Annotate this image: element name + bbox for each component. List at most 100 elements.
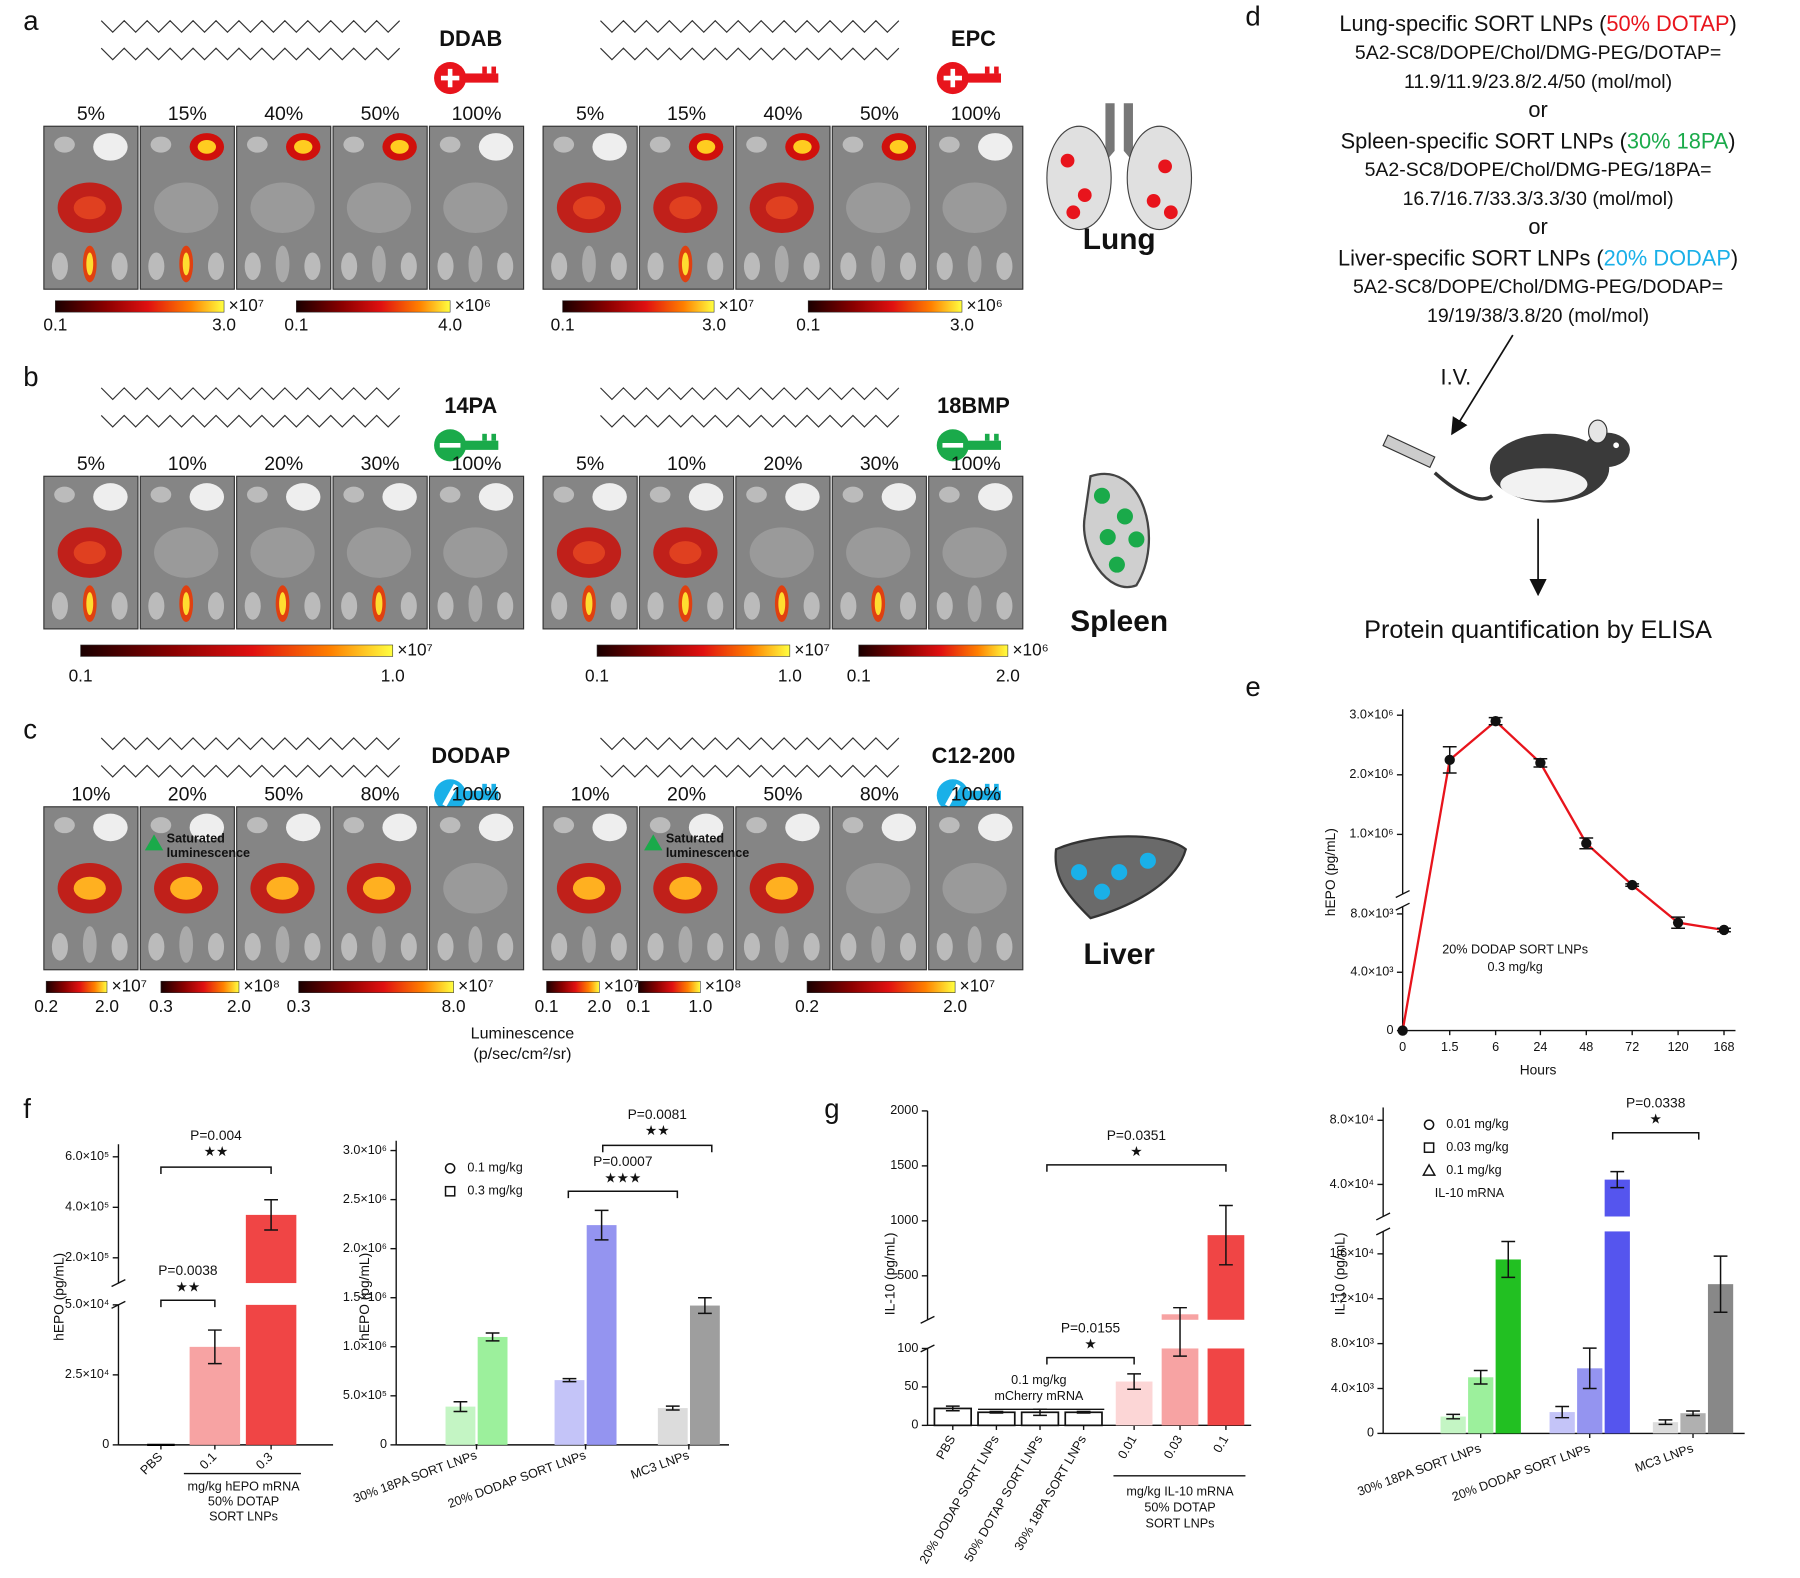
organ <box>51 933 68 961</box>
formulation-text: ) <box>1731 245 1738 270</box>
organ <box>939 486 960 503</box>
organ <box>967 585 982 623</box>
bar <box>1680 1413 1706 1434</box>
organ <box>900 252 917 281</box>
colorbar <box>160 980 240 993</box>
organ <box>400 592 417 620</box>
note: luminescence <box>167 846 250 860</box>
colorbar-max: 2.0 <box>996 666 1020 686</box>
injection-route: I.V. <box>1441 364 1472 389</box>
colorbar-unit: ×10⁷ <box>397 639 432 659</box>
point <box>1535 757 1546 769</box>
dose-label: 10% <box>667 453 706 475</box>
organ-dot <box>1128 531 1145 548</box>
bar <box>657 1408 688 1445</box>
p-value: P=0.004 <box>190 1128 242 1143</box>
error-bar <box>1219 1204 1233 1266</box>
organ <box>553 486 575 503</box>
organ <box>341 252 358 281</box>
organ <box>749 527 814 578</box>
formulation-text: ) <box>1728 128 1735 153</box>
organ-name: Lung <box>1083 223 1156 256</box>
lipid-name: 18BMP <box>937 393 1010 418</box>
colorbar <box>546 980 600 993</box>
y-tick-label: 500 <box>897 1268 918 1282</box>
colorbar-unit: ×10⁷ <box>229 295 264 315</box>
organ <box>478 483 514 511</box>
organ <box>707 252 724 281</box>
organ <box>443 182 508 233</box>
panel-letter: c <box>23 713 37 744</box>
organ <box>553 136 575 153</box>
error-bar <box>485 1332 500 1342</box>
organ <box>996 933 1013 961</box>
organ <box>382 483 417 511</box>
organ <box>688 483 724 511</box>
colorbar <box>638 980 701 993</box>
y-tick-label: 1.0×10⁶ <box>1349 827 1393 841</box>
organ <box>846 863 911 914</box>
colorbar <box>45 980 108 993</box>
y-tick-label: 2.0×10⁶ <box>1349 767 1393 781</box>
significance: ★ <box>1084 1337 1096 1352</box>
legend-label: 0.3 mg/kg <box>467 1184 522 1198</box>
lipid-structure <box>600 47 900 61</box>
organ <box>743 592 760 620</box>
organ <box>437 592 454 620</box>
error-bar <box>1446 1413 1461 1420</box>
bar <box>689 1305 720 1445</box>
colorbar-unit: ×10⁶ <box>967 295 1003 315</box>
error-bar <box>1127 1373 1142 1390</box>
mouse <box>1382 419 1630 503</box>
organ <box>551 933 568 961</box>
organ <box>207 252 225 281</box>
dose-label: 50% <box>763 783 802 805</box>
organ <box>341 933 358 961</box>
organ <box>246 817 268 834</box>
p-value: P=0.0338 <box>1626 1096 1686 1111</box>
organ <box>207 592 225 620</box>
y-tick-label: 8.0×10³ <box>1331 1336 1374 1350</box>
organ-signal <box>669 541 702 565</box>
luminescence-label: Luminescence <box>471 1024 575 1042</box>
panel-letter: d <box>1245 1 1260 32</box>
organ <box>275 926 290 963</box>
error-bar <box>264 1198 278 1231</box>
y-tick-label: 3.0×10⁶ <box>343 1143 387 1157</box>
organ <box>154 182 219 233</box>
axis-break-mark <box>1395 889 1410 911</box>
y-tick-label: 2.5×10⁴ <box>65 1367 109 1381</box>
organ-signal <box>73 541 106 565</box>
axis-break-mark <box>111 1278 126 1309</box>
key-symbol <box>442 783 458 807</box>
organ <box>610 933 627 961</box>
y-tick-label: 0 <box>1386 1023 1393 1037</box>
organ-illustration <box>1126 125 1193 231</box>
colorbar-min: 0.1 <box>626 996 650 1016</box>
organ <box>93 133 128 161</box>
y-tick-label: 0 <box>380 1437 387 1451</box>
organ <box>871 245 886 283</box>
panel-letter: e <box>1245 671 1260 702</box>
x-tick-label: 168 <box>1713 1040 1734 1054</box>
formulation-formula: 5A2-SC8/DOPE/Chol/DMG-PEG/18PA= <box>1365 159 1712 181</box>
y-tick-label: 1000 <box>890 1213 918 1227</box>
dose-label: 5% <box>77 453 105 475</box>
p-value: P=0.0038 <box>158 1263 218 1278</box>
note: IL-10 mRNA <box>1435 1186 1505 1200</box>
organ <box>746 486 767 503</box>
organ <box>582 245 596 283</box>
organ <box>286 483 321 511</box>
organ <box>842 486 864 503</box>
lipid-name: DODAP <box>431 743 510 768</box>
significance: ★★★ <box>604 1170 641 1185</box>
legend-marker <box>444 1162 456 1174</box>
colorbar-min: 0.1 <box>284 314 308 334</box>
organ <box>678 926 693 963</box>
x-tick-label: 72 <box>1625 1040 1639 1054</box>
dose-label: 20% <box>168 783 207 805</box>
x-axis-label: SORT LNPs <box>209 1510 278 1524</box>
y-tick-label: 100 <box>897 1341 918 1355</box>
y-tick-label: 4.0×10⁵ <box>65 1200 109 1214</box>
formulation-formula: 5A2-SC8/DOPE/Chol/DMG-PEG/DOTAP= <box>1355 42 1721 64</box>
